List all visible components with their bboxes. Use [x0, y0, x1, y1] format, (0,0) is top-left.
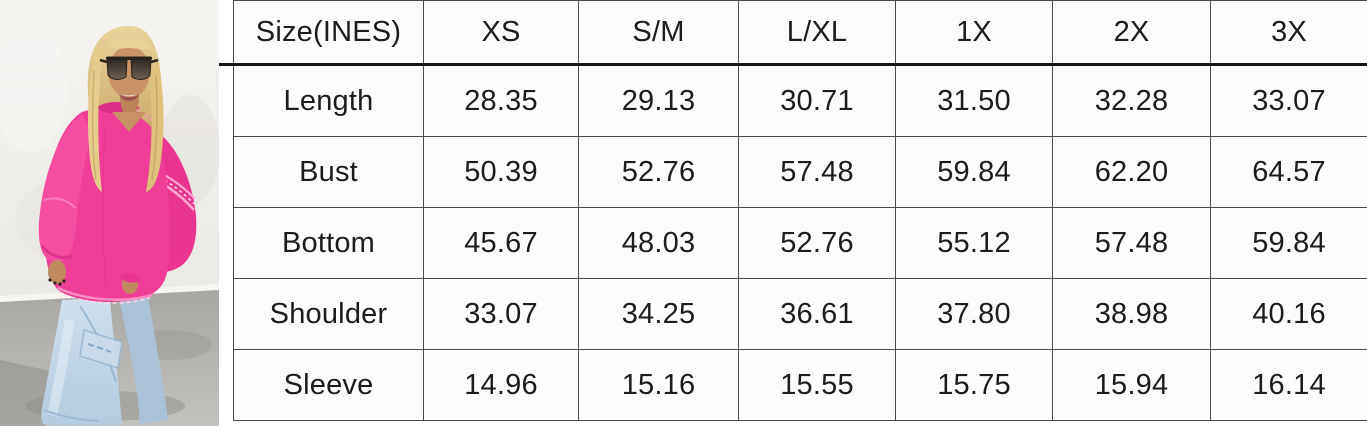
- sunglasses: [99, 56, 159, 80]
- table-cell: 40.16: [1210, 278, 1367, 350]
- table-cell: 14.96: [423, 349, 579, 421]
- column-header-1x: 1X: [895, 0, 1053, 66]
- row-label: Bottom: [233, 207, 424, 279]
- table-cell: 33.07: [423, 278, 579, 350]
- table-cell: 36.61: [738, 278, 896, 350]
- column-header-lxl: L/XL: [738, 0, 896, 66]
- model-photo-illustration: [0, 0, 219, 426]
- table-cell: 15.16: [578, 349, 739, 421]
- table-cell: 59.84: [895, 136, 1053, 208]
- table-cell: 30.71: [738, 64, 896, 137]
- table-cell: 33.07: [1210, 64, 1367, 137]
- header-separator-notch: [219, 63, 233, 66]
- table-cell: 55.12: [895, 207, 1053, 279]
- table-cell: 57.48: [1052, 207, 1211, 279]
- table-cell: 15.55: [738, 349, 896, 421]
- table-row-sleeve: Sleeve 14.96 15.16 15.55 15.75 15.94 16.…: [233, 349, 1367, 421]
- table-header-row: Size(INES) XS S/M L/XL 1X 2X 3X: [233, 0, 1367, 66]
- table-row-shoulder: Shoulder 33.07 34.25 36.61 37.80 38.98 4…: [233, 278, 1367, 350]
- model-hands: [48, 260, 142, 294]
- table-cell: 31.50: [895, 64, 1053, 137]
- row-label: Bust: [233, 136, 424, 208]
- table-cell: 15.75: [895, 349, 1053, 421]
- table-cell: 32.28: [1052, 64, 1211, 137]
- row-label: Length: [233, 64, 424, 137]
- row-label: Sleeve: [233, 349, 424, 421]
- model-jeans: [41, 295, 168, 425]
- table-row-bottom: Bottom 45.67 48.03 52.76 55.12 57.48 59.…: [233, 207, 1367, 279]
- size-unit-header: Size(INES): [233, 0, 424, 66]
- table-cell: 52.76: [738, 207, 896, 279]
- table-cell: 59.84: [1210, 207, 1367, 279]
- table-cell: 52.76: [578, 136, 739, 208]
- row-label: Shoulder: [233, 278, 424, 350]
- table-cell: 16.14: [1210, 349, 1367, 421]
- column-header-3x: 3X: [1210, 0, 1367, 66]
- table-cell: 29.13: [578, 64, 739, 137]
- table-cell: 34.25: [578, 278, 739, 350]
- model-photo: [0, 0, 219, 426]
- model-pink-hoodie: [38, 102, 197, 304]
- table-row-length: Length 28.35 29.13 30.71 31.50 32.28 33.…: [233, 64, 1367, 137]
- column-header-xs: XS: [423, 0, 579, 66]
- table-cell: 45.67: [423, 207, 579, 279]
- column-header-2x: 2X: [1052, 0, 1211, 66]
- size-table: Size(INES) XS S/M L/XL 1X 2X 3X Length 2…: [233, 0, 1367, 421]
- table-cell: 50.39: [423, 136, 579, 208]
- table-cell: 15.94: [1052, 349, 1211, 421]
- column-header-sm: S/M: [578, 0, 739, 66]
- table-cell: 62.20: [1052, 136, 1211, 208]
- table-cell: 28.35: [423, 64, 579, 137]
- table-cell: 38.98: [1052, 278, 1211, 350]
- table-cell: 57.48: [738, 136, 896, 208]
- table-cell: 48.03: [578, 207, 739, 279]
- table-row-bust: Bust 50.39 52.76 57.48 59.84 62.20 64.57: [233, 136, 1367, 208]
- table-cell: 37.80: [895, 278, 1053, 350]
- table-cell: 64.57: [1210, 136, 1367, 208]
- model-hair-front: [88, 48, 164, 192]
